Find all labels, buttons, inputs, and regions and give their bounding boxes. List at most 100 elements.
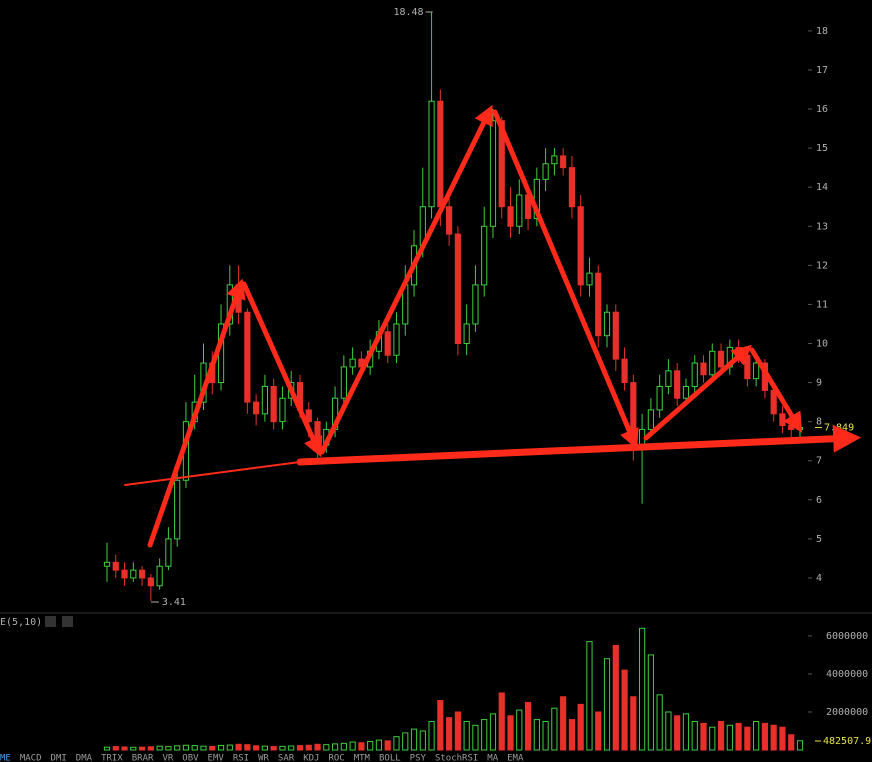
indicator-tab[interactable]: StochRSI (435, 754, 478, 762)
candle-body (665, 370, 672, 387)
indicator-tab[interactable]: MTM (354, 754, 371, 762)
volume-bar (639, 627, 646, 751)
volume-bar (314, 743, 321, 751)
indicator-tab[interactable]: ME (0, 754, 11, 762)
volume-bar (209, 745, 216, 751)
trend-arrow (492, 109, 639, 450)
candle-body (472, 284, 479, 325)
close-button[interactable] (62, 616, 73, 627)
candle-body (612, 311, 619, 360)
candle-body (542, 163, 549, 180)
volume-bar (323, 744, 330, 751)
y-tick-label: 7 (816, 456, 822, 467)
indicator-tab[interactable]: BOLL (379, 754, 401, 762)
candle-body (682, 385, 690, 399)
indicator-tab[interactable]: TRIX (101, 754, 123, 762)
indicator-tab[interactable]: WR (258, 754, 269, 762)
indicator-tab[interactable]: DMA (76, 754, 93, 762)
candle-body (753, 362, 760, 380)
volume-bar (253, 745, 260, 751)
volume-bar (288, 745, 295, 751)
candle-body (165, 538, 172, 567)
candle-body (489, 120, 497, 227)
volume-bar (524, 701, 532, 751)
volume-bar (437, 700, 444, 751)
volume-bar (472, 724, 479, 751)
candle-body (138, 569, 146, 579)
volume-bar (331, 743, 339, 751)
volume-bar (647, 654, 654, 751)
v-tick-label: 6000000 (826, 631, 868, 642)
candle-body (674, 370, 681, 399)
volume-bar (753, 720, 760, 751)
trend-arrow (241, 281, 323, 458)
indicator-tab[interactable]: KDJ (303, 754, 319, 762)
y-tick-label: 12 (816, 260, 828, 271)
volume-bar (410, 728, 418, 751)
volume-bar (761, 722, 769, 751)
last-volume-label: 482507.9 (823, 736, 871, 747)
volume-bar (402, 732, 409, 751)
indicator-tab[interactable]: RSI (233, 754, 249, 762)
volume-bar (568, 719, 576, 751)
volume-bar (384, 740, 391, 751)
y-tick-label: 8 (816, 417, 822, 428)
indicator-label: E(5,10) (0, 617, 42, 628)
y-tick-label: 16 (816, 104, 828, 115)
volume-bar (235, 743, 242, 751)
volume-bar (674, 715, 681, 751)
candle-body (560, 155, 567, 169)
indicator-tab[interactable]: EMV (208, 754, 225, 762)
indicator-tab[interactable]: SAR (278, 754, 295, 762)
candle-body (717, 350, 725, 368)
last-price-label: 7.849 (824, 423, 854, 434)
candle-body (770, 389, 777, 415)
volume-bar (481, 719, 488, 751)
volume-bar (516, 709, 523, 751)
indicator-tab[interactable]: BRAR (132, 754, 154, 762)
volume-bar (463, 720, 470, 751)
volume-bar (279, 745, 286, 751)
volume-bar (744, 726, 751, 751)
volume-bar (270, 746, 277, 751)
high-label: 18.48 (393, 7, 423, 18)
candle-body (586, 272, 593, 286)
volume-bar (542, 720, 549, 751)
candle-body (121, 569, 128, 579)
indicator-tab[interactable]: PSY (410, 754, 427, 762)
indicator-tab[interactable]: ROC (328, 754, 344, 762)
v-tick-label: 4000000 (826, 669, 868, 680)
volume-bar (191, 745, 198, 751)
volume-bar (393, 736, 400, 751)
candle-body (428, 100, 435, 208)
indicator-tab[interactable]: EMA (507, 754, 524, 762)
volume-bar (217, 744, 225, 751)
indicator-tab[interactable]: MACD (20, 754, 42, 762)
candle-body (700, 362, 707, 376)
volume-bar (174, 745, 181, 751)
candle-body (551, 155, 558, 165)
indicator-tab[interactable]: MA (487, 754, 498, 762)
indicator-tab[interactable]: DMI (51, 754, 67, 762)
volume-bar (796, 740, 804, 751)
indicator-tab[interactable]: VR (162, 754, 173, 762)
volume-bar (419, 730, 426, 751)
volume-bar (612, 644, 619, 751)
candle-body (788, 425, 795, 430)
volume-bar (261, 745, 268, 751)
low-label: 3.41 (162, 597, 186, 608)
volume-bar (200, 745, 207, 751)
candle-body (261, 385, 268, 415)
volume-bar (147, 746, 154, 751)
volume-bar (244, 744, 251, 751)
y-tick-label: 10 (816, 338, 828, 349)
candle-body (174, 479, 181, 540)
volume-bar (130, 746, 137, 751)
settings-button[interactable] (45, 616, 56, 627)
candle-body (103, 561, 111, 567)
y-tick-label: 15 (816, 143, 828, 154)
trend-arrow (643, 344, 753, 441)
indicator-tab[interactable]: OBV (182, 754, 199, 762)
candle-body (481, 225, 488, 286)
candle-body (253, 401, 260, 415)
